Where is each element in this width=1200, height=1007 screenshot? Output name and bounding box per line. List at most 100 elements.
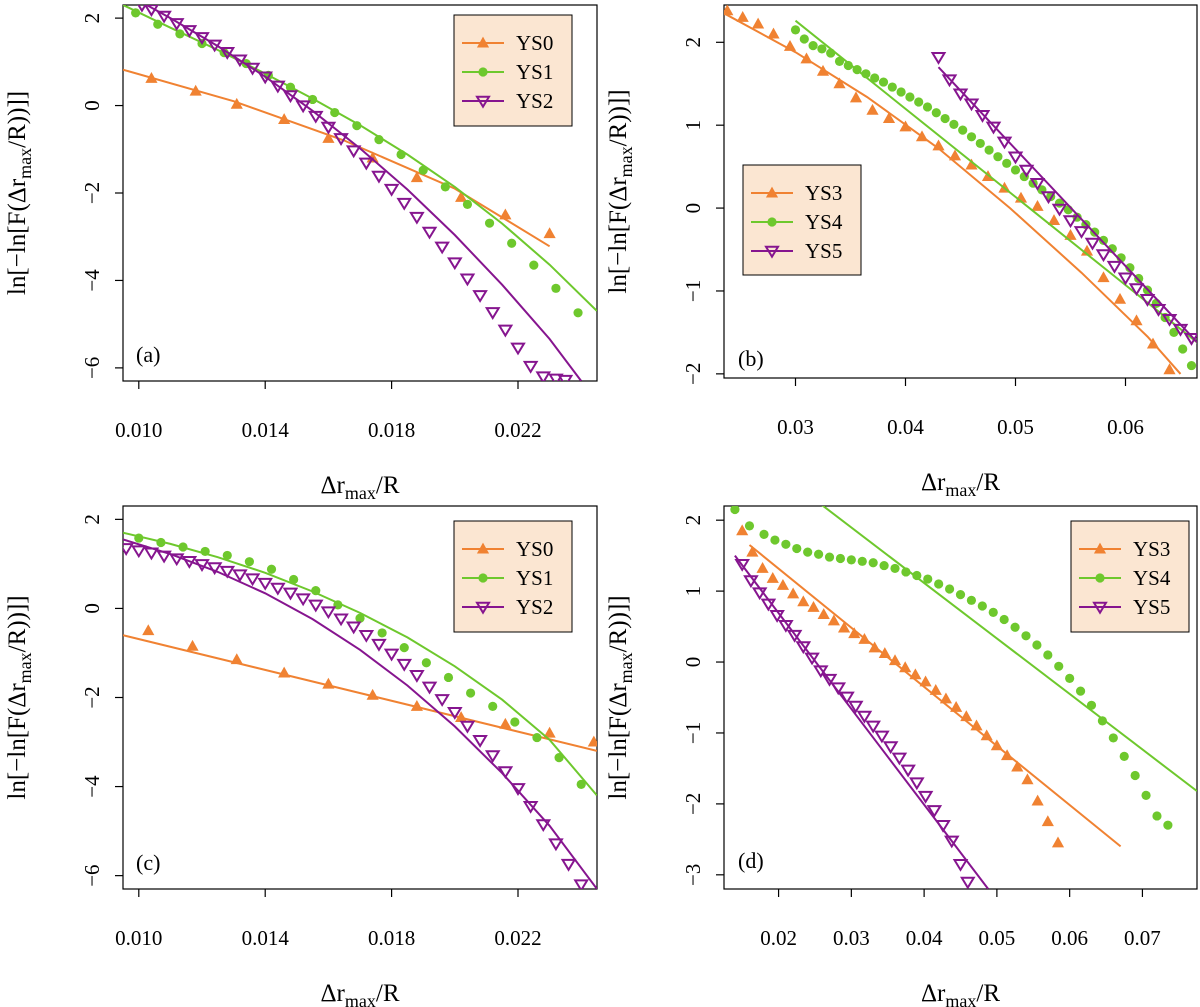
data-point [852, 65, 862, 75]
data-point [459, 273, 476, 287]
data-point [857, 556, 867, 566]
data-point [803, 547, 813, 557]
data-point [189, 84, 202, 96]
data-point [330, 107, 340, 118]
data-point [409, 670, 425, 683]
x-axis-title: Δrmax/R [921, 980, 1000, 1007]
panel-c: 0.010 0.014 0.018 0.022 −6 −4 −2 0 2 Δrmax/R ln[−l… [4, 505, 598, 1007]
data-point [766, 571, 779, 583]
x-axis-title: Δrmax/R [320, 980, 399, 1007]
legend: YS3 YS4 YS5 [742, 164, 862, 276]
data-point [834, 56, 845, 66]
data-point [1031, 794, 1044, 806]
data-point [307, 110, 324, 124]
data-point [455, 190, 468, 202]
data-point [522, 360, 539, 374]
data-point [573, 308, 583, 318]
data-point [736, 524, 749, 536]
legend: YS0 YS1 YS2 [453, 14, 573, 127]
data-point [935, 819, 951, 833]
data-point [1062, 215, 1079, 229]
x-tick-label: 0.014 [242, 926, 290, 950]
data-point [759, 529, 769, 539]
data-point [484, 218, 495, 228]
data-point [1054, 661, 1064, 671]
data-point [899, 661, 912, 673]
data-point [374, 135, 384, 145]
data-point [510, 783, 526, 796]
panel-label: (d) [738, 848, 764, 873]
data-point [232, 569, 248, 583]
legend-label: YS5 [1133, 595, 1170, 619]
data-point [1040, 191, 1057, 205]
data-point [756, 562, 769, 573]
data-point [786, 629, 803, 643]
data-point [440, 182, 450, 192]
data-point [1113, 292, 1127, 304]
y-tick-label: 1 [681, 586, 705, 597]
legend-label: YS3 [1133, 537, 1170, 561]
data-point [232, 54, 248, 68]
data-point [955, 590, 966, 600]
data-point [1172, 323, 1189, 337]
data-point [1141, 790, 1151, 800]
data-point [156, 10, 172, 24]
data-point [827, 614, 840, 626]
data-point [383, 648, 400, 662]
data-point [970, 719, 983, 731]
plot-area [730, 506, 1197, 889]
data-point [366, 151, 379, 163]
data-point [849, 91, 863, 103]
data-point [548, 373, 564, 381]
data-point [1098, 235, 1109, 246]
legend-marker [476, 542, 490, 554]
legend-entry-ys3: YS3 [751, 181, 842, 205]
data-point [1146, 337, 1160, 349]
data-point [744, 521, 755, 531]
data-point [1178, 344, 1188, 354]
data-point [371, 170, 387, 184]
data-point [181, 556, 198, 569]
data-point [899, 120, 912, 132]
data-point [123, 543, 134, 556]
data-point [522, 800, 539, 814]
x-tick-label: 0.06 [1051, 926, 1088, 950]
data-point [222, 550, 232, 561]
data-point [724, 5, 734, 16]
data-point [383, 183, 400, 197]
data-point [917, 790, 934, 804]
data-point [751, 587, 768, 601]
legend-entry-ys5: YS5 [751, 239, 842, 263]
fit-line-ys5 [734, 554, 989, 889]
data-point [145, 72, 158, 83]
data-point [548, 838, 564, 852]
data-point [817, 608, 830, 619]
data-point [311, 586, 321, 596]
legend-label: YS2 [516, 89, 553, 113]
data-point [909, 777, 925, 791]
x-tick-label: 0.05 [979, 926, 1016, 950]
data-point [960, 710, 973, 722]
data-point [488, 701, 498, 712]
data-point [510, 717, 520, 727]
data-point [912, 570, 922, 581]
data-point [131, 545, 147, 559]
x-tick-label: 0.018 [368, 926, 415, 950]
data-point [345, 621, 362, 635]
data-point [1073, 226, 1090, 239]
plot-frame [723, 505, 1198, 890]
data-point [891, 752, 908, 766]
data-point [455, 711, 468, 723]
legend: YS3 YS4 YS5 [1070, 520, 1190, 633]
data-point [1021, 773, 1034, 785]
data-point [943, 835, 960, 849]
data-point [532, 732, 542, 743]
data-point [890, 563, 900, 574]
data-point [1051, 836, 1065, 848]
y-tick-label: 0 [681, 203, 705, 214]
data-point [963, 98, 980, 112]
data-point [472, 735, 488, 748]
data-point [484, 750, 501, 764]
data-point [839, 691, 855, 705]
data-point [1084, 237, 1101, 251]
